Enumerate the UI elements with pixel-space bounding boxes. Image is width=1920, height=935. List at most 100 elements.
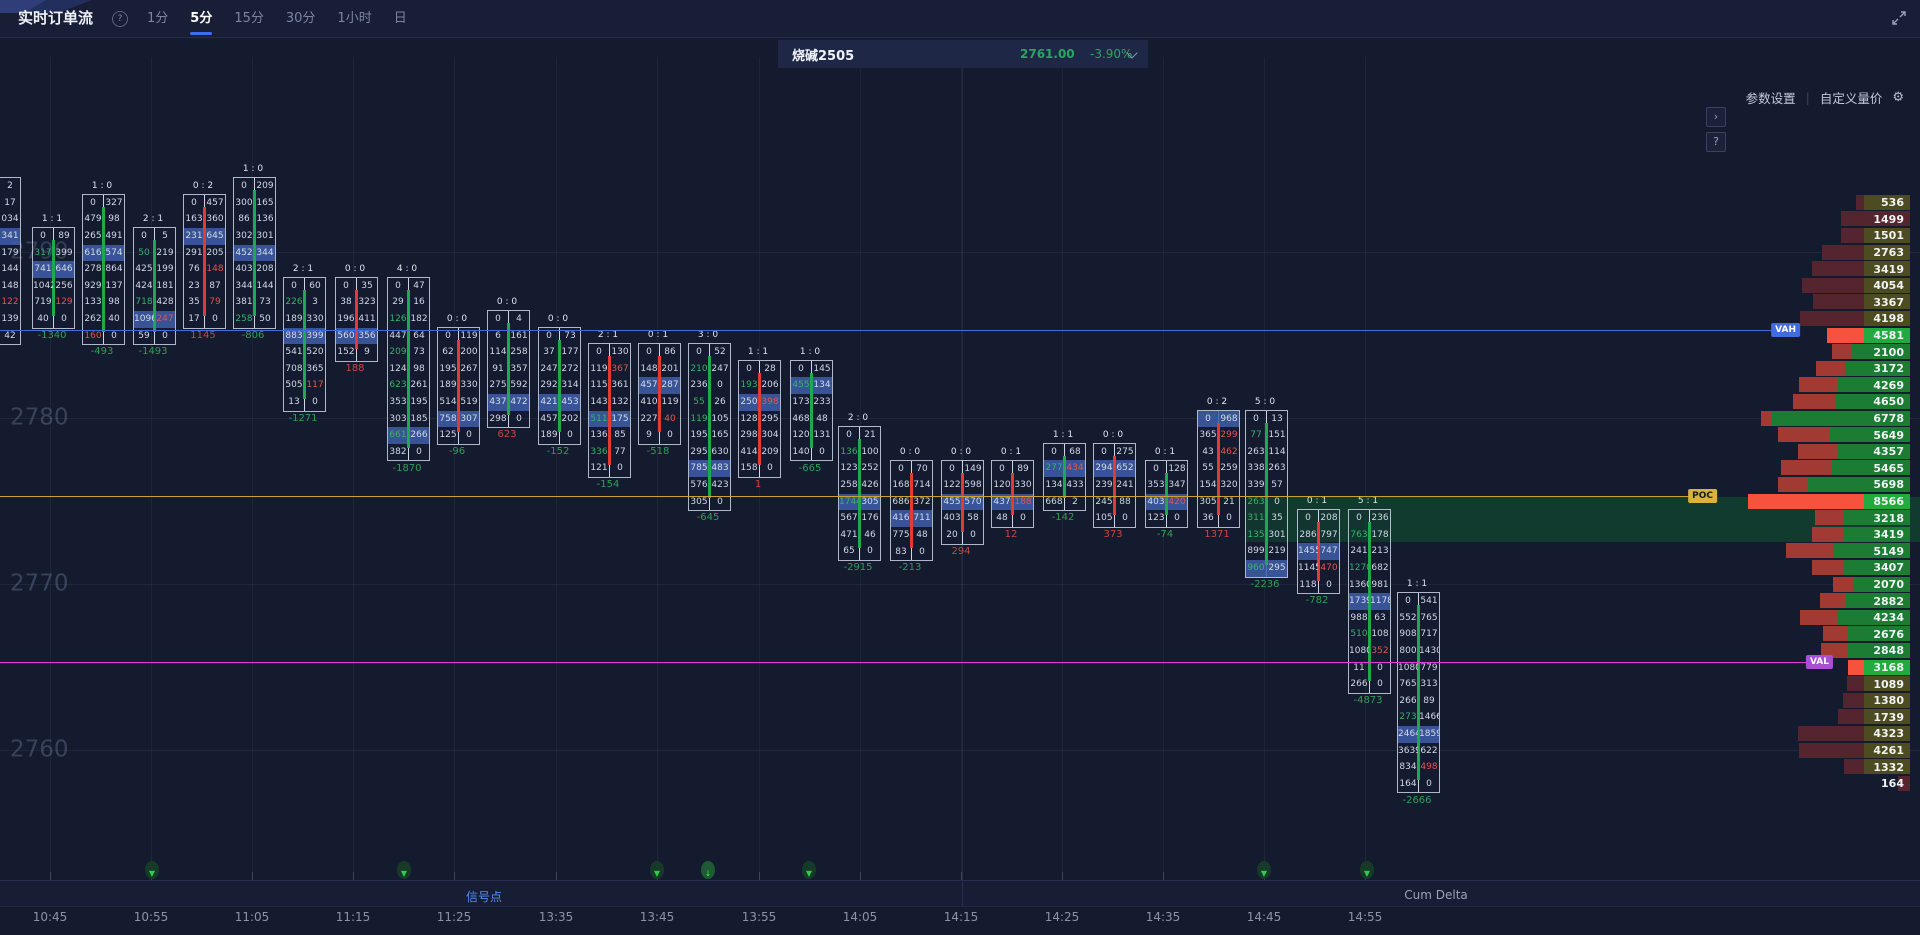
- footprint-row: 118 0: [1298, 577, 1339, 594]
- bid-cell: 623: [389, 380, 407, 391]
- profile-bar-buy: [1864, 759, 1910, 775]
- bid-cell: 118: [1299, 579, 1317, 590]
- ask-cell: 034: [1, 214, 19, 225]
- profile-bar-sell: [1898, 775, 1910, 791]
- ask-cell: 148: [1, 280, 19, 291]
- bid-cell: 0: [1051, 446, 1057, 457]
- ask-cell: 420: [1168, 496, 1186, 507]
- tab-timeframe-1小时[interactable]: 1小时: [337, 11, 372, 26]
- custom-volume-price-button[interactable]: 自定义量价: [1819, 91, 1883, 106]
- bid-cell: 0: [798, 363, 804, 374]
- profile-volume-value: 4323: [1873, 727, 1904, 741]
- cum-delta-pane-label[interactable]: Cum Delta: [1404, 888, 1468, 902]
- profile-bar-buy: [1847, 642, 1910, 658]
- ask-cell: 0: [567, 430, 573, 441]
- imbalance-header: 1 : 1: [1406, 579, 1428, 590]
- help-icon[interactable]: ?: [112, 11, 128, 27]
- ask-cell: 233: [813, 397, 831, 408]
- ask-cell: 68: [1069, 446, 1081, 457]
- bid-cell: 20: [946, 529, 958, 540]
- signal-down-arrow-icon[interactable]: ▼: [1360, 861, 1374, 879]
- bid-cell: 120: [792, 430, 810, 441]
- bid-cell: 560: [337, 330, 355, 341]
- tab-timeframe-1分[interactable]: 1分: [147, 11, 169, 26]
- signal-down-arrow-icon[interactable]: ▼: [145, 861, 159, 879]
- footprint-row: 300 165: [234, 195, 275, 212]
- ask-cell: 0: [212, 314, 218, 325]
- time-axis-tick: [556, 872, 557, 880]
- footprint-row: 765 313: [1398, 676, 1439, 693]
- candle-down: [355, 289, 358, 349]
- bid-cell: 455: [943, 496, 961, 507]
- time-axis-label: 13:35: [538, 910, 574, 924]
- bid-cell: 9: [646, 430, 652, 441]
- profile-bar-sell: [1813, 294, 1864, 310]
- signal-down-arrow-icon[interactable]: ▼: [650, 861, 664, 879]
- bid-cell: 416: [892, 513, 910, 524]
- bid-cell: 471: [840, 529, 858, 540]
- signal-down-arrow-icon[interactable]: ▼: [397, 861, 411, 879]
- footprint-row: 236 0: [689, 377, 730, 394]
- bid-cell: 193: [740, 380, 758, 391]
- tab-timeframe-日[interactable]: 日: [393, 11, 407, 26]
- ask-cell: 428: [156, 297, 174, 308]
- gear-icon[interactable]: ⚙: [1892, 90, 1904, 105]
- footprint-row: 305 0: [689, 494, 730, 511]
- signal-down-arrow-icon[interactable]: ↓: [701, 861, 715, 879]
- footprint-row: 195 267: [438, 361, 479, 378]
- bid-cell: 23: [188, 280, 200, 291]
- ask-cell: 320: [1220, 480, 1238, 491]
- footprint-row: 353 347: [1146, 477, 1187, 494]
- bid-cell: 988: [1350, 612, 1368, 623]
- footprint-row: 195 165: [689, 427, 730, 444]
- contract-selector[interactable]: 烧碱2505 2761.00 -3.90%: [778, 40, 1148, 68]
- ask-cell: 323: [358, 297, 376, 308]
- footprint-row: 196 411: [336, 311, 377, 328]
- profile-bar-sell: [1827, 327, 1864, 343]
- bid-cell: 3639: [1398, 745, 1418, 756]
- profile-bar-sell: [1816, 360, 1845, 376]
- signal-pane-label[interactable]: 信号点: [465, 890, 503, 904]
- bid-cell: 286: [1299, 529, 1317, 540]
- footprint-row: 0 541: [1398, 593, 1439, 610]
- signal-down-arrow-icon[interactable]: ▼: [802, 861, 816, 879]
- footprint-column: 0 28 193 206 250 398 128 295 298 304 414 209 158 0: [738, 359, 781, 479]
- ask-cell: 711: [913, 513, 931, 524]
- footprint-row: 291 205: [184, 245, 225, 262]
- bid-cell: 0: [40, 231, 46, 242]
- ask-cell: 287: [661, 380, 679, 391]
- footprint-row: 77 151: [1246, 427, 1287, 444]
- bar-delta: -806: [241, 329, 265, 341]
- tab-timeframe-5分[interactable]: 5分: [190, 0, 212, 37]
- help-button[interactable]: ?: [1706, 132, 1726, 152]
- profile-volume-value: 2882: [1873, 594, 1904, 608]
- ask-cell: 89: [1423, 695, 1435, 706]
- imbalance-header: 0 : 1: [1000, 446, 1022, 457]
- bid-cell: 59: [138, 330, 150, 341]
- signal-down-arrow-icon[interactable]: ▼: [1257, 861, 1271, 879]
- settings-button[interactable]: 参数设置: [1745, 91, 1796, 106]
- bid-cell: 160: [84, 330, 102, 341]
- footprint-row: 775 48: [891, 527, 932, 544]
- signal-glyph: ▼: [148, 869, 156, 878]
- footprint-row: 119 367: [589, 361, 630, 378]
- footprint-row: 286 797: [1298, 527, 1339, 544]
- bar-delta: 1371: [1204, 528, 1230, 540]
- footprint-row: 353 195: [388, 394, 429, 411]
- ask-cell: 330: [460, 380, 478, 391]
- grid-vline: [1264, 57, 1265, 880]
- bar-delta: -1870: [392, 462, 422, 474]
- footprint-row: 437 472: [488, 394, 529, 411]
- ask-cell: 63: [1374, 612, 1386, 623]
- fullscreen-icon[interactable]: [1890, 9, 1908, 27]
- footprint-row: 136 100: [839, 444, 880, 461]
- collapse-panel-button[interactable]: ›: [1706, 107, 1726, 127]
- tab-timeframe-15分[interactable]: 15分: [234, 11, 264, 26]
- imbalance-header: 3 : 0: [697, 330, 719, 341]
- footprint-row: 416 711: [891, 510, 932, 527]
- bid-cell: 0: [90, 197, 96, 208]
- tab-timeframe-30分[interactable]: 30分: [285, 11, 316, 26]
- candle-up: [407, 289, 410, 449]
- ask-cell: 747: [1320, 546, 1338, 557]
- ask-cell: 119: [460, 330, 478, 341]
